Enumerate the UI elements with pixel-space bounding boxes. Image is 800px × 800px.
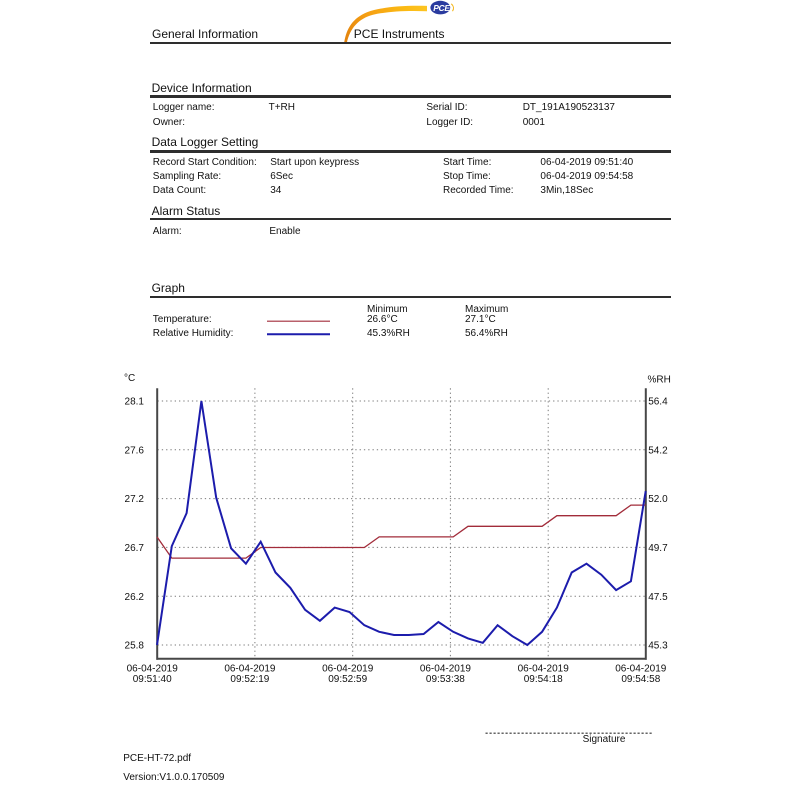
svg-text:06-04-2019: 06-04-2019 [224,664,276,675]
svg-text:06-04-2019: 06-04-2019 [127,664,179,675]
svg-text:56.4: 56.4 [648,397,668,408]
svg-text:28.1: 28.1 [125,397,145,408]
svg-text:47.5: 47.5 [648,592,668,603]
svg-text:09:52:59: 09:52:59 [328,674,367,685]
svg-text:°C: °C [124,373,135,384]
svg-text:06-04-2019: 06-04-2019 [518,664,570,675]
svg-text:PCE: PCE [433,3,450,13]
svg-text:09:54:18: 09:54:18 [524,674,563,685]
svg-text:49.7: 49.7 [648,543,668,554]
svg-text:06-04-2019: 06-04-2019 [420,664,472,675]
svg-text:27.2: 27.2 [125,494,145,505]
svg-text:%RH: %RH [648,375,671,386]
svg-text:09:54:58: 09:54:58 [621,674,660,685]
svg-text:45.3: 45.3 [648,641,668,652]
svg-text:25.8: 25.8 [125,641,145,652]
svg-text:06-04-2019: 06-04-2019 [322,664,374,675]
svg-text:54.2: 54.2 [648,445,668,456]
svg-text:26.7: 26.7 [125,543,145,554]
svg-text:26.2: 26.2 [125,592,145,603]
svg-text:09:51:40: 09:51:40 [133,674,172,685]
svg-text:27.6: 27.6 [125,445,145,456]
svg-text:09:53:38: 09:53:38 [426,674,465,685]
svg-text:09:52:19: 09:52:19 [230,674,269,685]
svg-text:06-04-2019: 06-04-2019 [615,664,667,675]
svg-text:52.0: 52.0 [648,494,668,505]
